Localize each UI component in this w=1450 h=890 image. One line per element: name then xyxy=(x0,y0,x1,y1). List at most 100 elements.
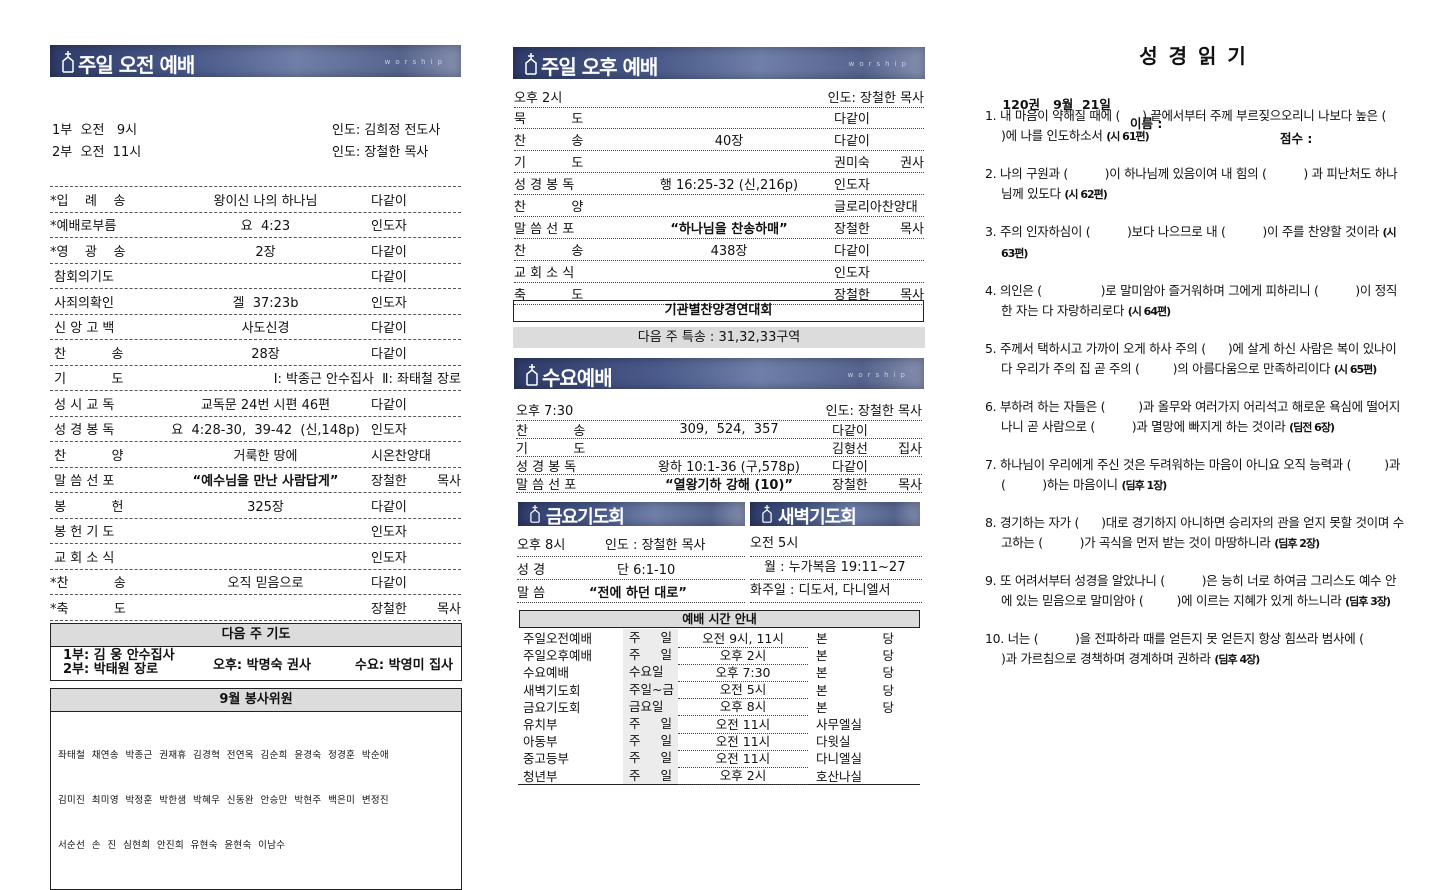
schedule-service: 청년부 xyxy=(523,768,558,784)
box-title: 다음 주 기도 xyxy=(51,624,461,647)
quiz-title: 성 경 읽 기 xyxy=(1139,44,1246,68)
order-leader: 장철한 목사 xyxy=(371,474,461,490)
schedule-time: 오전 11시 xyxy=(678,731,808,751)
order-content: “하나님을 찬송하매” xyxy=(670,222,788,237)
order-item: 찬 양 xyxy=(514,200,584,215)
order-row: 말 씀 선 포 “예수님을 만난 사람답게” 장철한 목사 xyxy=(50,468,461,493)
quiz-question: 10. 너는 ( )을 전파하라 때를 얻든지 못 얻든지 항상 힘쓰라 범사에… xyxy=(985,629,1405,670)
question-text: 8. 경기하는 자가 ( )대로 경기하지 아니하면 승리자의 관을 얻지 못할… xyxy=(985,515,1404,550)
order-row: 찬 양 글로리아찬양대 xyxy=(514,195,924,217)
question-reference: (시 61편) xyxy=(1106,130,1149,143)
schedule-row: 새벽기도회 주일~금 오전 5시 본 당 xyxy=(518,679,920,700)
order-leader: 인도자 xyxy=(371,295,407,311)
order-item: *축 도 xyxy=(50,601,126,617)
quiz-question: 6. 부하려 하는 자들은 ( )과 올무와 여러가지 어리석고 해로운 욕심에… xyxy=(985,397,1405,438)
order-content: 행 16:25-32 (신,216p) xyxy=(659,178,799,193)
order-row: *찬 송 오직 믿음으로 다같이 xyxy=(50,570,461,595)
schedule-title: 예배 시간 안내 xyxy=(519,610,920,628)
order-content: 교독문 24번 시편 46편 xyxy=(200,397,331,413)
order-item: 봉 헌 xyxy=(50,499,124,515)
schedule-service: 아동부 xyxy=(523,734,558,750)
morning-order-of-worship: *입 례 송 왕이신 나의 하나님 다같이 *예배로부름 요 4:23 인도자 *영 광 송… xyxy=(50,186,461,621)
morning-worship-banner: 주일 오전 예배 worship xyxy=(50,45,461,77)
order-row: 찬 송 309, 524, 357 다같이 xyxy=(516,421,922,439)
order-item: 기 도 xyxy=(514,156,584,171)
schedule-place: 본 당 xyxy=(816,648,894,664)
order-item: 교 회 소 식 xyxy=(50,550,115,566)
schedule-time: 오전 5시 xyxy=(678,679,808,700)
order-leader: 글로리아찬양대 xyxy=(834,200,918,215)
order-content: 325장 xyxy=(247,499,284,515)
order-item: 봉 헌 기 도 xyxy=(50,525,115,541)
dawn-rest-of-week: 화주일 : 디도서, 다니엘서 xyxy=(750,580,922,603)
order-row: *입 례 송 왕이신 나의 하나님 다같이 xyxy=(50,187,461,213)
wednesday-info: 오후 7:30 인도: 장철한 목사 xyxy=(516,398,922,421)
question-text: 9. 또 어려서부터 성경을 알았나니 ( )은 능히 너로 하여금 그리스도 … xyxy=(985,573,1397,608)
order-leader: 인도자 xyxy=(371,550,407,566)
next-special-song: 다음 주 특송 : 31,32,33구역 xyxy=(513,327,925,348)
order-item: 말 씀 선 포 xyxy=(516,478,577,493)
name-label: 이름 : xyxy=(1130,116,1163,131)
order-content: “예수님을 만난 사람답게” xyxy=(192,474,339,490)
order-row: 찬 송 40장 다같이 xyxy=(514,129,924,151)
schedule-place: 본 당 xyxy=(816,682,894,698)
schedule-service: 새벽기도회 xyxy=(523,682,581,698)
quiz-question: 4. 의인은 ( )로 말미암아 즐거워하며 그에게 피하리니 ( )이 정직한… xyxy=(985,281,1405,322)
schedule-row: 금요기도회 금요일 오후 8시 본 당 xyxy=(518,697,920,717)
order-content: 40장 xyxy=(714,134,744,149)
order-content: 요 4:23 xyxy=(240,219,291,235)
schedule-day: 주일~금 xyxy=(623,680,678,698)
order-leader: 인도자 xyxy=(371,525,407,541)
order-content: 사도신경 xyxy=(241,321,290,337)
order-leader: 인도자 xyxy=(371,423,407,439)
order-leader: 권미숙 권사 xyxy=(834,156,924,171)
schedule-day: 수요일 xyxy=(623,663,678,681)
wednesday-worship-banner: 수요예배 worship xyxy=(514,358,924,390)
schedule-time: 오전 11시 xyxy=(678,714,808,734)
afternoon-info: 오후 2시 인도: 장철한 목사 xyxy=(514,86,924,108)
service-leader: 인도: 김희정 전도사 xyxy=(332,123,441,138)
order-leader: 인도자 xyxy=(371,219,407,235)
order-content: 오직 믿음으로 xyxy=(227,576,304,592)
order-leader: 다같이 xyxy=(371,346,407,362)
service-leader: 인도: 장철한 목사 xyxy=(332,145,429,160)
quiz-question: 9. 또 어려서부터 성경을 알았나니 ( )은 능히 너로 하여금 그리스도 … xyxy=(985,571,1405,612)
order-content: 28장 xyxy=(251,346,280,362)
question-reference: (딤전 6장) xyxy=(1289,421,1335,434)
volunteer-line: 서순선 손 진 심현희 안진희 유현숙 윤현숙 이남수 xyxy=(58,840,286,851)
question-reference: (시 63편) xyxy=(1001,226,1397,260)
question-text: 6. 부하려 하는 자들은 ( )과 올무와 여러가지 어리석고 해로운 욕심에… xyxy=(985,399,1401,434)
order-leader: 장철한 목사 xyxy=(832,478,922,493)
order-item: 말 씀 선 포 xyxy=(514,222,575,237)
question-text: 10. 너는 ( )을 전파하라 때를 얻든지 못 얻든지 항상 힘쓰라 범사에… xyxy=(985,631,1441,666)
order-item: *입 례 송 xyxy=(50,193,126,209)
section-title: 주일 오전 예배 xyxy=(78,53,195,77)
schedule-place: 다윗실 xyxy=(816,734,851,750)
schedule-row: 주일오전예배 주 일 오전 9시, 11시 본 당 xyxy=(518,628,920,648)
schedule-time: 오후 2시 xyxy=(678,765,808,786)
order-row: *영 광 송 2장 다같이 xyxy=(50,238,461,264)
question-reference: (시 65편) xyxy=(1333,363,1377,376)
order-leader: 다같이 xyxy=(834,112,870,127)
question-text: 2. 나의 구원과 ( )이 하나님께 있음이여 내 힘의 ( ) 과 피난처도… xyxy=(985,166,1398,201)
order-row: 성 경 봉 독 요 4:28-30, 39-42 (신,148p) 인도자 xyxy=(50,417,461,442)
order-leader: 다같이 xyxy=(834,244,870,259)
dawn-time: 오전 5시 xyxy=(750,531,922,557)
order-row: 말 씀 선 포 “하나님을 찬송하매” 장철한 목사 xyxy=(514,217,924,239)
schedule-service: 금요기도회 xyxy=(523,699,581,715)
order-leader: 다같이 xyxy=(832,460,868,475)
order-row: 축 도 장철한 목사 xyxy=(514,283,924,305)
order-row: 신 앙 고 백 사도신경 다같이 xyxy=(50,315,461,340)
schedule-service: 주일오전예배 xyxy=(523,631,593,647)
schedule-place: 사무엘실 xyxy=(816,717,863,733)
quiz-questions: 1. 내 마음이 약해질 때에 ( ) 끝에서부터 주께 부르짖으오리니 나보다… xyxy=(985,106,1405,687)
wednesday-order-of-worship: 찬 송 309, 524, 357 다같이 기 도 김형선 집사 성 경 봉 독 왕하 10… xyxy=(516,421,922,493)
schedule-service: 수요예배 xyxy=(523,665,570,681)
schedule-time: 오전 9시, 11시 xyxy=(678,628,808,648)
order-item: *영 광 송 xyxy=(50,244,126,260)
order-leader: 다같이 xyxy=(371,244,407,260)
order-row: 기 도 Ⅰ: 박종근 안수집사 Ⅱ: 좌태철 장로 xyxy=(50,366,461,391)
order-item: 성 경 봉 독 xyxy=(516,460,577,475)
watermark: worship xyxy=(848,60,911,68)
